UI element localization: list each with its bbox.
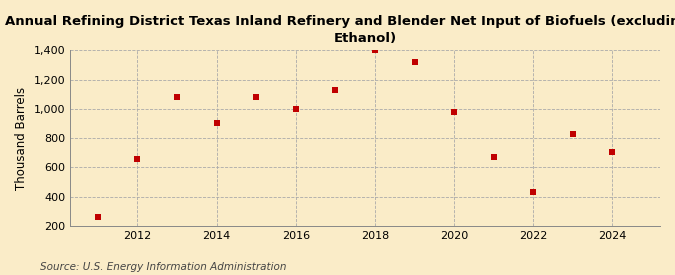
Point bbox=[92, 215, 103, 219]
Point bbox=[250, 95, 261, 99]
Point bbox=[568, 131, 578, 136]
Text: Source: U.S. Energy Information Administration: Source: U.S. Energy Information Administ… bbox=[40, 262, 287, 272]
Point bbox=[211, 121, 222, 126]
Y-axis label: Thousand Barrels: Thousand Barrels bbox=[15, 87, 28, 190]
Title: Annual Refining District Texas Inland Refinery and Blender Net Input of Biofuels: Annual Refining District Texas Inland Re… bbox=[5, 15, 675, 45]
Point bbox=[290, 107, 301, 111]
Point bbox=[369, 48, 380, 53]
Point bbox=[607, 150, 618, 154]
Point bbox=[132, 156, 142, 161]
Point bbox=[330, 88, 341, 92]
Point bbox=[171, 95, 182, 99]
Point bbox=[409, 60, 420, 64]
Point bbox=[488, 155, 499, 159]
Point bbox=[528, 189, 539, 194]
Point bbox=[449, 109, 460, 114]
